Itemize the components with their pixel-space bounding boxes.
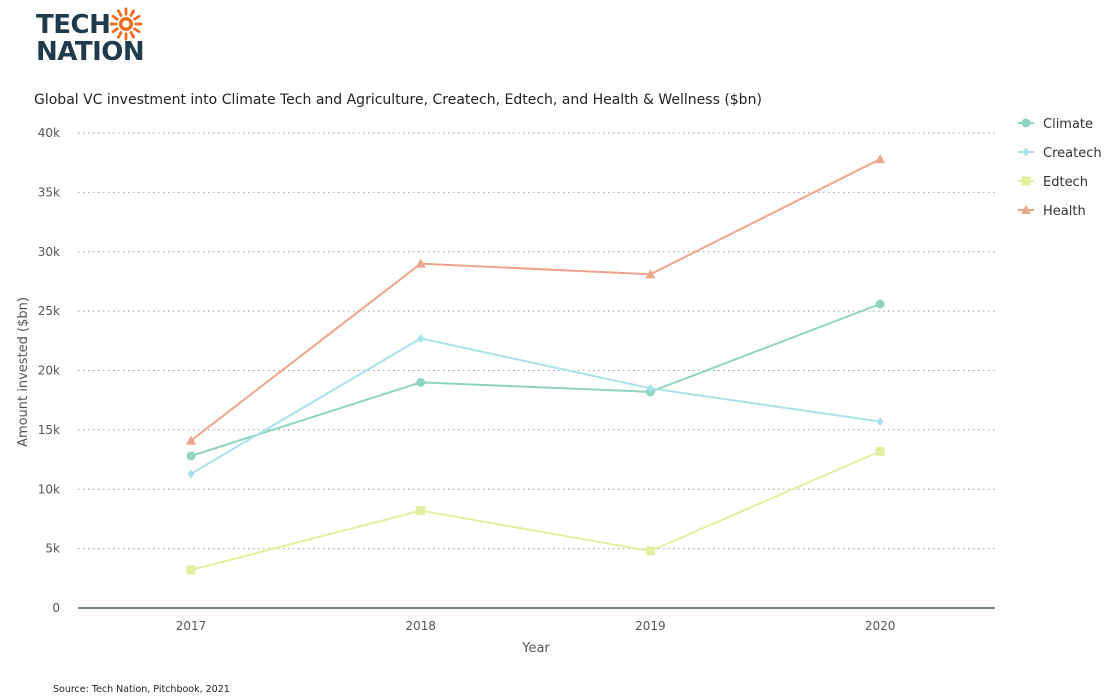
x-tick-label: 2020 [865,619,896,633]
y-axis-title: Amount invested ($bn) [16,297,31,447]
x-tick-label: 2019 [635,619,666,633]
data-point-health [186,435,196,445]
y-tick-label: 35k [38,185,60,199]
logo-text-line1: TECH [36,10,111,40]
data-point-edtech [186,565,196,575]
series-line-climate [190,303,881,457]
y-tick-label: 0 [52,601,60,615]
legend-label-createch: Createch [1043,146,1102,161]
data-point-edtech [875,446,885,456]
data-point-health [875,154,886,164]
y-tick-label: 5k [45,542,60,556]
data-point-edtech [645,546,655,556]
series-line-createch [190,337,881,475]
legend-marker-health [1021,205,1031,214]
data-point-createch [646,383,654,393]
source-note: Source: Tech Nation, Pitchbook, 2021 [53,684,230,695]
legend-marker-climate [1021,118,1031,128]
x-axis-title: Year [521,641,550,656]
data-point-health [645,269,656,279]
chart-title: Global VC investment into Climate Tech a… [34,92,762,108]
data-point-createch [187,469,195,479]
legend-label-climate: Climate [1043,117,1093,132]
y-tick-label: 15k [38,423,60,437]
logo-text-line2: NATION [36,37,145,67]
y-tick-label: 40k [38,126,60,140]
legend-label-health: Health [1043,204,1086,219]
legend-marker-createch [1022,147,1030,157]
y-tick-label: 20k [38,364,60,378]
series-line-edtech [190,450,881,571]
data-point-createch [417,333,425,343]
data-point-climate [875,299,885,309]
series-line-health [190,158,881,442]
data-point-createch [876,417,884,427]
legend-label-edtech: Edtech [1043,175,1088,190]
tech-nation-logo: TECH NATION [36,6,156,66]
y-tick-label: 25k [38,304,60,318]
y-tick-label: 30k [38,245,60,259]
data-point-health [415,258,426,268]
x-tick-label: 2018 [405,619,436,633]
data-point-climate [186,451,196,461]
y-tick-label: 10k [38,482,60,496]
legend-marker-edtech [1021,176,1031,186]
data-point-edtech [416,506,426,516]
x-tick-label: 2017 [176,619,207,633]
sun-icon [109,7,143,41]
data-point-climate [416,377,426,387]
